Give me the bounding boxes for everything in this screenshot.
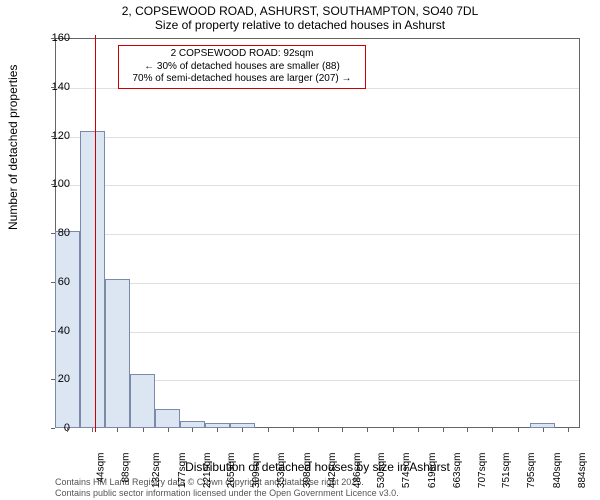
x-tick-mark	[492, 428, 493, 432]
y-tick-label: 120	[40, 130, 70, 142]
x-tick-mark	[342, 428, 343, 432]
y-tick-label: 60	[40, 276, 70, 288]
x-tick-label: 353sqm	[276, 453, 287, 489]
y-tick-mark	[51, 331, 55, 332]
x-tick-mark	[92, 428, 93, 432]
x-tick-mark	[418, 428, 419, 432]
x-tick-label: 619sqm	[427, 453, 438, 489]
x-tick-label: 530sqm	[376, 453, 387, 489]
x-tick-mark	[67, 428, 68, 432]
y-tick-mark	[51, 233, 55, 234]
gridline-h	[55, 137, 579, 138]
x-tick-label: 751sqm	[501, 453, 512, 489]
x-tick-mark	[443, 428, 444, 432]
x-tick-mark	[268, 428, 269, 432]
x-tick-mark	[543, 428, 544, 432]
x-tick-label: 44sqm	[96, 453, 107, 483]
x-tick-label: 177sqm	[177, 453, 188, 489]
x-tick-label: 265sqm	[227, 453, 238, 489]
y-tick-label: 100	[40, 178, 70, 190]
gridline-h	[55, 234, 579, 235]
plot-area: 2 COPSEWOOD ROAD: 92sqm← 30% of detached…	[55, 38, 580, 428]
x-tick-label: 840sqm	[552, 453, 563, 489]
x-tick-mark	[318, 428, 319, 432]
y-tick-mark	[51, 87, 55, 88]
title-block: 2, COPSEWOOD ROAD, ASHURST, SOUTHAMPTON,…	[0, 0, 600, 33]
y-tick-label: 20	[40, 373, 70, 385]
y-tick-label: 0	[40, 422, 70, 434]
annotation-line-2: ← 30% of detached houses are smaller (88…	[125, 61, 359, 74]
x-tick-mark	[393, 428, 394, 432]
x-tick-label: 884sqm	[577, 453, 588, 489]
y-tick-label: 40	[40, 325, 70, 337]
y-tick-mark	[51, 379, 55, 380]
x-tick-label: 574sqm	[401, 453, 412, 489]
gridline-h	[55, 283, 579, 284]
x-tick-label: 663sqm	[452, 453, 463, 489]
chart-container: 2, COPSEWOOD ROAD, ASHURST, SOUTHAMPTON,…	[0, 0, 600, 500]
y-tick-label: 160	[40, 32, 70, 44]
x-tick-mark	[518, 428, 519, 432]
annotation-line-3: 70% of semi-detached houses are larger (…	[125, 73, 359, 86]
x-tick-label: 707sqm	[477, 453, 488, 489]
x-tick-mark	[467, 428, 468, 432]
x-tick-label: 486sqm	[352, 453, 363, 489]
gridline-h	[55, 185, 579, 186]
x-tick-mark	[192, 428, 193, 432]
x-tick-mark	[117, 428, 118, 432]
y-tick-label: 140	[40, 81, 70, 93]
x-tick-label: 88sqm	[121, 453, 132, 483]
x-tick-mark	[143, 428, 144, 432]
histogram-bar	[180, 421, 205, 428]
x-tick-label: 221sqm	[202, 453, 213, 489]
histogram-bar	[80, 131, 105, 428]
y-axis-label: Number of detached properties	[6, 65, 20, 230]
x-tick-mark	[217, 428, 218, 432]
x-tick-mark	[568, 428, 569, 432]
x-tick-mark	[242, 428, 243, 432]
annotation-line-1: 2 COPSEWOOD ROAD: 92sqm	[125, 48, 359, 61]
title-subtitle: Size of property relative to detached ho…	[0, 18, 600, 32]
x-tick-label: 442sqm	[327, 453, 338, 489]
y-tick-mark	[51, 428, 55, 429]
y-tick-mark	[51, 38, 55, 39]
x-tick-label: 132sqm	[151, 453, 162, 489]
gridline-h	[55, 332, 579, 333]
y-tick-mark	[51, 282, 55, 283]
x-tick-mark	[293, 428, 294, 432]
title-address: 2, COPSEWOOD ROAD, ASHURST, SOUTHAMPTON,…	[0, 4, 600, 18]
footer-line-2: Contains public sector information licen…	[55, 488, 399, 498]
x-tick-mark	[367, 428, 368, 432]
x-tick-mark	[168, 428, 169, 432]
histogram-bar	[130, 374, 155, 428]
histogram-bar	[105, 279, 130, 428]
y-tick-mark	[51, 184, 55, 185]
histogram-bar	[155, 409, 180, 429]
x-tick-label: 309sqm	[251, 453, 262, 489]
property-marker-line	[95, 35, 96, 432]
x-tick-label: 795sqm	[526, 453, 537, 489]
y-tick-label: 80	[40, 227, 70, 239]
y-tick-mark	[51, 136, 55, 137]
x-tick-label: 398sqm	[302, 453, 313, 489]
annotation-box: 2 COPSEWOOD ROAD: 92sqm← 30% of detached…	[118, 45, 366, 89]
